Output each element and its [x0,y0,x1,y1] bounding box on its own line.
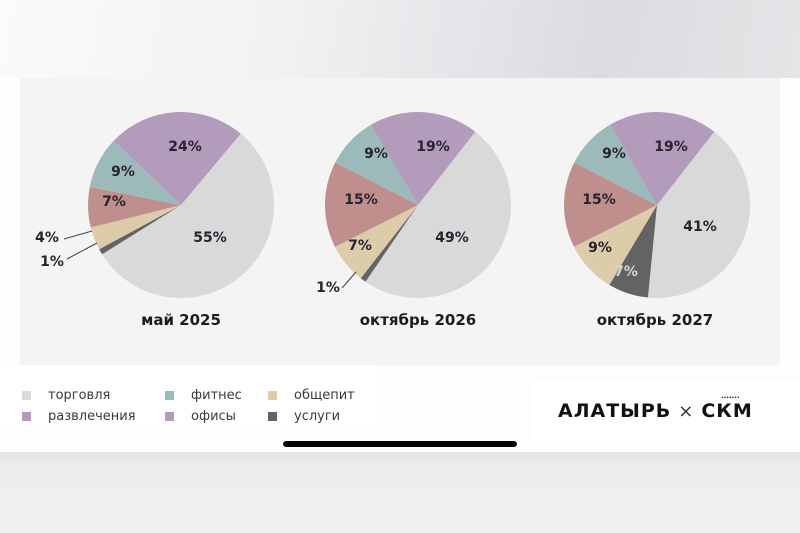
pie-slice [647,131,750,298]
brand-logo: АЛАТЫРЬ × СКМ [558,400,753,422]
label-fitness: 9% [602,146,626,162]
label-entertainment: 19% [654,139,688,155]
pie-slice [113,112,241,205]
legend-label: торговля [48,388,111,403]
home-indicator[interactable] [283,441,517,447]
label-offices: 15% [344,192,378,208]
legend-label: развлечения [48,409,136,424]
legend-item-food: общепит [268,388,355,403]
pie-slice [573,205,657,285]
logo-box: АЛАТЫРЬ × СКМ ······· [533,380,800,440]
label-services: 7% [614,264,638,280]
pie-slice [335,124,418,205]
pie-slice [334,205,418,279]
legend-swatch-trade [22,391,31,400]
logo-separator: × [678,400,695,422]
logo-skm: СКМ [701,400,753,422]
logo-alatyr: АЛАТЫРЬ [558,400,672,422]
pie-slice [574,124,657,205]
pie-chart-oct-2027: 41% 19% 9% 15% 9% 7% [564,112,750,298]
label-services: 1% [316,280,340,296]
label-offices: 7% [102,194,126,210]
label-entertainment: 24% [168,139,202,155]
logo-dots: ······· [721,394,740,402]
label-food: 7% [348,238,372,254]
legend-item-trade: торговля [22,388,110,403]
legend-item-services: услуги [268,409,340,424]
label-services: 1% [40,254,64,270]
label-food: 9% [588,240,612,256]
pie-slice [360,205,418,282]
label-offices: 15% [582,192,616,208]
photo-bottom-band [0,452,800,533]
pie-slice [325,162,418,247]
pie-slice [365,131,511,298]
label-trade: 41% [683,219,717,235]
label-fitness: 9% [364,146,388,162]
pie-slice [90,205,181,250]
legend-item-offices: офисы [165,409,236,424]
label-trade: 49% [435,230,469,246]
chart-title-may-2025: май 2025 [141,311,221,329]
legend: торговля развлечения фитнес офисы общепи… [0,365,376,425]
label-entertainment: 19% [416,139,450,155]
legend-label: общепит [294,388,355,403]
pie-slice [99,205,181,255]
legend-label: фитнес [191,388,242,403]
label-food: 4% [35,230,59,246]
pie-slice [102,133,275,298]
pie-chart-may-2025: 55% 24% 9% 7% 4% 1% [35,112,275,298]
chart-title-oct-2027: октябрь 2027 [596,311,714,329]
legend-swatch-services [268,412,277,421]
pie-charts-svg: 55% 24% 9% 7% 4% 1% 49% 19% 9% 15% 7% 1%… [35,112,750,298]
charts-area: 55% 24% 9% 7% 4% 1% 49% 19% 9% 15% 7% 1%… [0,78,800,348]
pie-slice [564,162,657,247]
pie-chart-oct-2026: 49% 19% 9% 15% 7% 1% [316,112,511,298]
legend-item-fitness: фитнес [165,388,242,403]
pie-slice [609,205,657,298]
pie-slice [89,140,181,205]
legend-swatch-food [268,391,277,400]
pie-slice [87,186,181,228]
legend-swatch-entertainment [22,412,31,421]
label-fitness: 9% [111,164,135,180]
legend-swatch-fitness [165,391,174,400]
pie-slice [370,112,476,205]
pie-slice [609,112,715,205]
photo-top-band [0,0,800,78]
legend-item-entertainment: развлечения [22,409,136,424]
label-trade: 55% [193,230,227,246]
legend-label: услуги [294,409,341,424]
chart-title-oct-2026: октябрь 2026 [359,311,477,329]
legend-label: офисы [191,409,236,424]
legend-swatch-offices [165,412,174,421]
